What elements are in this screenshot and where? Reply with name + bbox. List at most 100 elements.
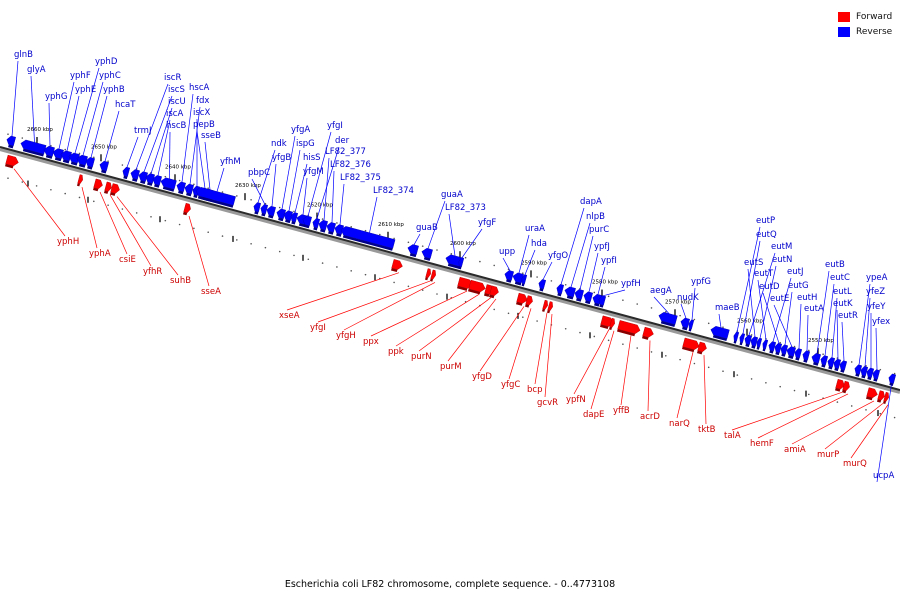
scale-dot-lower (207, 231, 209, 234)
leader-lines (11, 60, 894, 483)
reverse-leader (339, 183, 345, 225)
reverse-gene-eutk (833, 358, 842, 372)
scale-dot-lower (665, 354, 667, 357)
reverse-gene-trmj (122, 166, 131, 180)
reverse-gene-shadow (781, 353, 786, 357)
reverse-gene-eutr (839, 360, 848, 373)
reverse-gene-eutd (774, 342, 783, 356)
forward-label-suhb: suhB (170, 276, 191, 286)
scale-dot-upper (393, 237, 395, 240)
scale-dot-upper (879, 368, 882, 371)
forward-label-dape: dapE (583, 410, 604, 420)
scale-dot-upper (78, 152, 81, 155)
forward-leader (286, 272, 400, 311)
reverse-gene-shadow (660, 320, 676, 327)
reverse-gene-body (195, 187, 236, 206)
scale-dot-upper (364, 229, 367, 232)
reverse-gene-body (768, 341, 777, 352)
scale-dot-lower (150, 215, 152, 218)
forward-gene-body (866, 387, 878, 399)
scale-dot-upper (121, 164, 124, 166)
reverse-gene-shadow (154, 184, 160, 188)
reverse-gene-shadow (821, 364, 826, 368)
reverse-gene-body (504, 270, 514, 281)
forward-gene-shadow (682, 346, 695, 353)
forward-gene-murq (883, 391, 889, 404)
forward-leader (676, 352, 694, 419)
reverse-gene-body (340, 226, 396, 249)
reverse-label-glnb: glnB (14, 50, 33, 60)
reverse-label-eutg: eutG (788, 281, 809, 291)
forward-gene-shadow (5, 163, 14, 169)
reverse-gene-yphc (76, 154, 88, 168)
reverse-gene-shadow (123, 175, 128, 180)
scale-dot-lower (850, 405, 853, 407)
reverse-label-glya: glyA (27, 65, 46, 75)
forward-gene-shadow (842, 389, 847, 394)
forward-gene-shadow (697, 350, 703, 355)
reverse-label-pepb: pepB (193, 120, 215, 130)
reverse-gene-body (184, 183, 194, 195)
reverse-gene-yfez (860, 366, 869, 379)
reverse-leader (876, 374, 894, 483)
map-caption: Escherichia coli LF82 chromosome, comple… (284, 579, 616, 590)
reverse-label-ucpa: ucpA (873, 471, 894, 481)
reverse-gene-shadow (328, 231, 334, 235)
forward-gene-bcp (542, 299, 548, 312)
forward-gene-tktb (697, 341, 707, 355)
reverse-label-trmj: trmJ (134, 126, 151, 136)
reverse-gene-eutb (811, 353, 821, 366)
scale-dot-lower (679, 358, 681, 361)
reverse-gene-body (811, 353, 821, 364)
reverse-leader (307, 131, 332, 217)
scale-dot-lower (579, 331, 581, 334)
reverse-gene-ispg (283, 210, 293, 224)
forward-label-yffb: yffB (613, 406, 630, 416)
forward-gene-body (516, 292, 528, 304)
forward-gene-body (425, 268, 431, 279)
scale-dot-upper (707, 322, 710, 325)
forward-label-hemf: hemF (750, 439, 774, 449)
scale-dot-lower (193, 227, 195, 230)
reverse-leader (157, 119, 171, 176)
scale-dot-upper (750, 334, 753, 336)
forward-gene-purm (489, 285, 499, 299)
scale-dot-lower (364, 273, 367, 276)
forward-gene-body (883, 391, 889, 402)
forward-label-amia: amiA (784, 445, 806, 455)
reverse-label-eutd: eutD (759, 282, 780, 292)
legend: Forward Reverse (838, 9, 892, 39)
reverse-gene-euts (750, 336, 759, 349)
reverse-gene-body (253, 202, 262, 213)
reverse-label-guaa: guaA (441, 190, 463, 200)
forward-label-ypfn: ypfN (566, 395, 586, 405)
reverse-gene-body (176, 181, 186, 193)
reverse-gene-shadow (813, 362, 819, 366)
reverse-label-eutj: eutJ (787, 267, 803, 277)
scale-label: 2600 kbp (450, 241, 476, 247)
forward-gene-body (5, 154, 19, 167)
forward-gene-ppx (457, 276, 473, 291)
reverse-gene-body (839, 360, 848, 371)
scale-dot-upper (379, 233, 381, 236)
scale-dot-upper (193, 183, 195, 186)
reverse-leader (816, 270, 830, 354)
forward-gene-ypha (77, 174, 83, 187)
reverse-gene-shadow (254, 211, 259, 215)
reverse-gene-yfgi (302, 215, 312, 229)
reverse-label-euts: eutS (744, 258, 763, 268)
reverse-gene-iscs (138, 171, 148, 184)
forward-gene-yfgh (430, 269, 436, 282)
reverse-gene-yfhm (195, 187, 236, 208)
reverse-gene-shadow (22, 148, 44, 157)
reverse-label-der: der (335, 136, 350, 146)
reverse-leader (742, 240, 761, 334)
forward-gene-body (642, 326, 654, 338)
reverse-gene-shadow (458, 266, 462, 270)
reverse-label-ypea: ypeA (866, 273, 888, 283)
scale-dot-lower (779, 385, 781, 388)
reverse-gene-shadow (889, 382, 894, 386)
scale-dot-upper (550, 280, 553, 282)
reverse-leader (281, 135, 296, 210)
forward-gene-tala (835, 379, 845, 392)
